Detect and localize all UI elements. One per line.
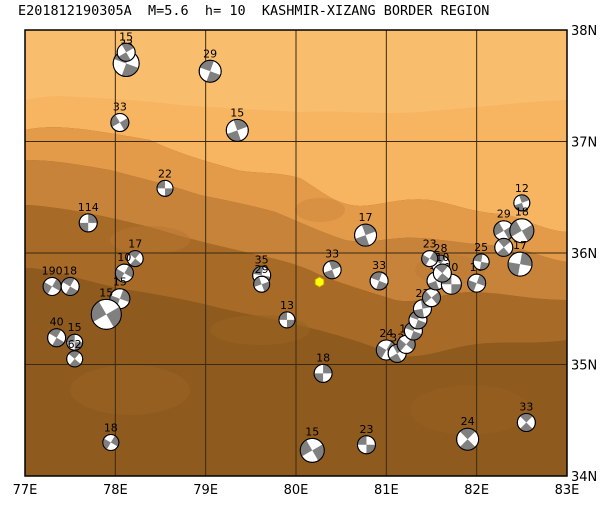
depth-label: 33 xyxy=(113,101,127,114)
beachball xyxy=(322,260,342,280)
depth-label: 35 xyxy=(255,253,269,266)
graticule xyxy=(25,30,567,476)
epicenter-marker xyxy=(314,276,325,288)
beachball xyxy=(278,311,296,329)
y-tick-label: 38N xyxy=(571,24,597,39)
beachball xyxy=(42,276,62,296)
beachball xyxy=(47,328,67,348)
depth-label: 10 xyxy=(117,251,131,264)
x-tick-label: 80E xyxy=(284,483,309,498)
x-tick-label: 81E xyxy=(374,483,399,498)
beachball-layer: 3315293315221141710190181515401562352933… xyxy=(42,30,536,463)
depth-label: 22 xyxy=(158,167,172,180)
depth-label: 17 xyxy=(513,239,527,252)
depth-label: 25 xyxy=(474,241,488,254)
depth-label: 29 xyxy=(255,263,269,276)
depth-label: 17 xyxy=(359,211,373,224)
beachball xyxy=(494,237,514,257)
depth-label: 15 xyxy=(68,321,82,334)
beachball xyxy=(432,263,452,283)
depth-label: 17 xyxy=(128,238,142,251)
depth-label: 10 xyxy=(435,251,449,264)
epicenter-layer xyxy=(314,276,325,288)
beachball xyxy=(102,434,120,452)
depth-label: 40 xyxy=(50,316,64,329)
depth-label: 18 xyxy=(104,422,118,435)
beachball xyxy=(198,59,222,83)
depth-label: 190 xyxy=(42,264,63,277)
depth-label: 33 xyxy=(519,400,533,413)
depth-label: 18 xyxy=(316,351,330,364)
depth-label: 114 xyxy=(78,201,99,214)
beachball xyxy=(90,298,122,330)
map-title: E201812190305A M=5.6 h= 10 KASHMIR-XIZAN… xyxy=(18,3,490,19)
depth-label: 15 xyxy=(230,106,244,119)
beachball xyxy=(60,276,80,296)
x-tick-label: 83E xyxy=(555,483,580,498)
beachball xyxy=(156,179,174,197)
beachball xyxy=(396,334,416,354)
beachball xyxy=(313,363,333,383)
x-tick-label: 82E xyxy=(464,483,489,498)
beachball xyxy=(421,250,439,268)
depth-label: 29 xyxy=(203,47,217,60)
map-frame xyxy=(24,29,568,477)
y-tick-label: 37N xyxy=(571,136,597,151)
depth-label: 28 xyxy=(434,242,448,255)
beachball xyxy=(456,427,480,451)
beachball xyxy=(369,271,389,291)
x-tick-label: 77E xyxy=(13,483,38,498)
depth-label: 62 xyxy=(68,338,82,351)
depth-label: 18 xyxy=(515,206,529,219)
depth-label: 23 xyxy=(423,238,437,251)
beachball xyxy=(126,250,144,268)
depth-label: 33 xyxy=(325,248,339,261)
beachball xyxy=(110,113,130,133)
x-tick-label: 78E xyxy=(103,483,128,498)
depth-label: 13 xyxy=(280,299,294,312)
beachball xyxy=(116,42,136,62)
beachball xyxy=(509,218,535,244)
depth-label: 18 xyxy=(63,264,77,277)
beachball xyxy=(225,118,249,142)
beachball xyxy=(507,251,533,277)
depth-label: 24 xyxy=(461,415,475,428)
depth-label: 15 xyxy=(113,276,127,289)
beachball xyxy=(299,437,325,463)
beachball xyxy=(472,253,490,271)
y-tick-label: 34N xyxy=(571,470,597,485)
beachball xyxy=(66,350,84,368)
depth-label: 23 xyxy=(359,423,373,436)
beachball xyxy=(253,275,271,293)
y-tick-label: 35N xyxy=(571,359,597,374)
depth-label: 24 xyxy=(379,327,393,340)
beachball xyxy=(354,223,378,247)
beachball xyxy=(513,194,531,212)
beachball xyxy=(467,273,487,293)
depth-label: 29 xyxy=(497,208,511,221)
y-tick-label: 36N xyxy=(571,247,597,262)
x-tick-label: 79E xyxy=(193,483,218,498)
beachball xyxy=(78,213,98,233)
depth-label: 15 xyxy=(119,30,133,43)
depth-label: 33 xyxy=(372,259,386,272)
beachball xyxy=(516,412,536,432)
beachball xyxy=(422,288,441,308)
depth-label: 12 xyxy=(515,182,529,195)
beachball xyxy=(66,333,84,351)
depth-label: 15 xyxy=(305,425,319,438)
beachball xyxy=(114,263,134,283)
depth-label: 15 xyxy=(99,286,113,299)
beachball xyxy=(356,435,376,455)
